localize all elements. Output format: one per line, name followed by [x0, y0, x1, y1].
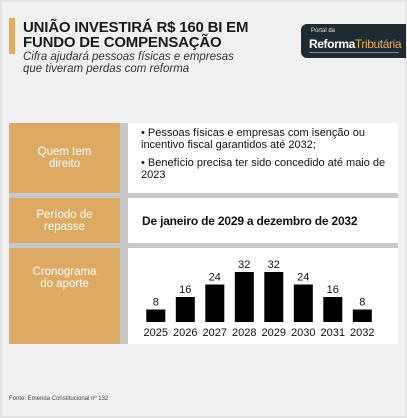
info-table: Quem tem direito • Pessoas físicas e emp…	[9, 123, 398, 344]
bar-2025	[146, 309, 166, 322]
schedule-bar-chart: 8 2025 16 2026 24 2027 32 2028 32 2029 24 2030 16 203…	[144, 259, 375, 339]
label-cronograma-do-aporte-text: Cronograma do aporte	[32, 266, 97, 290]
period-value: De janeiro de 2029 a dezembro de 2032	[142, 213, 358, 228]
bar-2030	[293, 284, 313, 322]
logo-brand-accent: Tributária	[354, 37, 402, 51]
label-quem-tem-direito-text: Quem tem direito	[37, 146, 92, 170]
value-label-2030: 24	[297, 272, 309, 284]
year-label-2029: 2029	[262, 327, 286, 339]
bar-2029	[264, 272, 284, 322]
year-label-2031: 2031	[321, 327, 345, 339]
year-label-2028: 2028	[232, 327, 256, 339]
bar-2032	[352, 309, 372, 322]
year-label-2032: 2032	[350, 327, 374, 339]
subtitle-line-1: Cifra ajudará pessoas físicas e empresas	[23, 51, 234, 63]
logo-brand-main: Reforma	[309, 37, 355, 51]
year-label-2026: 2026	[173, 327, 197, 339]
source-note: Fonte: Emenda Constitucional nº 132	[9, 396, 109, 402]
schedule-chart-cell: 8 2025 16 2026 24 2027 32 2028 32 2029 24 2030 16 203…	[128, 248, 398, 344]
year-label-2027: 2027	[203, 327, 227, 339]
value-label-2027: 24	[209, 272, 221, 284]
title-line-2: FUNDO DE COMPENSAÇÃO	[23, 34, 222, 51]
bar-2026	[175, 297, 195, 322]
page-title: UNIÃO INVESTIRÁ R$ 160 BI EM FUNDO DE CO…	[23, 20, 273, 50]
bullet-item-2: • Benefício precisa ter sido concedido a…	[141, 157, 386, 181]
title-accent-bar	[9, 18, 15, 54]
subtitle-line-2: que tiveram perdas com reforma	[23, 63, 190, 75]
label-periodo-de-repasse-text: Período de repasse	[36, 208, 93, 233]
value-label-2031: 16	[327, 284, 339, 296]
beneficiaries-cell: • Pessoas físicas e empresas com isenção…	[128, 123, 398, 193]
year-label-2030: 2030	[291, 327, 315, 339]
page-subtitle: Cifra ajudará pessoas físicas e empresas…	[23, 51, 283, 75]
bullet-item-1: • Pessoas físicas e empresas com isenção…	[141, 127, 365, 151]
value-label-2028: 32	[238, 259, 250, 271]
label-periodo-de-repasse: Período de repasse	[9, 198, 120, 243]
label-quem-tem-direito: Quem tem direito	[9, 123, 120, 193]
logo-underline	[309, 52, 399, 53]
value-label-2032: 8	[359, 297, 365, 309]
value-label-2025: 8	[153, 297, 159, 309]
period-cell: De janeiro de 2029 a dezembro de 2032	[128, 198, 398, 243]
bar-2027	[205, 284, 225, 322]
title-line-1: UNIÃO INVESTIRÁ R$ 160 BI EM	[23, 19, 249, 36]
bar-2031	[323, 297, 343, 322]
logo-small-text: Portal da	[311, 28, 336, 34]
year-label-2025: 2025	[144, 327, 168, 339]
value-label-2029: 32	[268, 259, 280, 271]
label-cronograma-do-aporte: Cronograma do aporte	[9, 248, 120, 344]
value-label-2026: 16	[179, 284, 191, 296]
logo-brand: ReformaTributária	[309, 37, 402, 51]
brand-logo: Portal da ReformaTributária	[301, 24, 406, 58]
bar-2028	[234, 272, 254, 322]
